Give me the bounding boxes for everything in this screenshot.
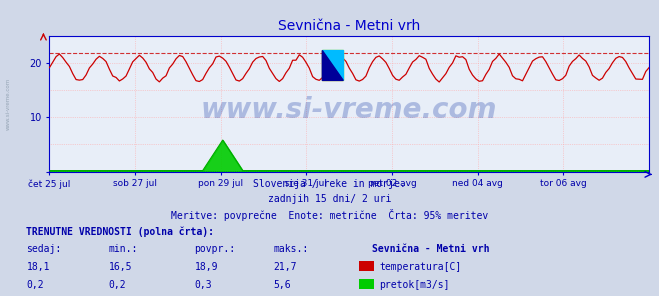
Text: www.si-vreme.com: www.si-vreme.com	[5, 78, 11, 130]
Title: Sevnična - Metni vrh: Sevnična - Metni vrh	[278, 19, 420, 33]
Text: www.si-vreme.com: www.si-vreme.com	[201, 96, 498, 124]
Polygon shape	[322, 51, 343, 81]
Text: 5,6: 5,6	[273, 280, 291, 290]
Text: maks.:: maks.:	[273, 244, 308, 254]
Text: 16,5: 16,5	[109, 262, 132, 272]
Text: 18,9: 18,9	[194, 262, 218, 272]
Text: 0,2: 0,2	[109, 280, 127, 290]
Text: zadnjih 15 dni/ 2 uri: zadnjih 15 dni/ 2 uri	[268, 194, 391, 204]
Text: 18,1: 18,1	[26, 262, 50, 272]
Text: temperatura[C]: temperatura[C]	[379, 262, 461, 272]
Text: 21,7: 21,7	[273, 262, 297, 272]
Text: 0,3: 0,3	[194, 280, 212, 290]
Text: Sevnična - Metni vrh: Sevnična - Metni vrh	[372, 244, 490, 254]
Polygon shape	[322, 51, 343, 81]
Bar	[322, 51, 343, 81]
Text: TRENUTNE VREDNOSTI (polna črta):: TRENUTNE VREDNOSTI (polna črta):	[26, 226, 214, 237]
Text: sedaj:: sedaj:	[26, 244, 61, 254]
Text: povpr.:: povpr.:	[194, 244, 235, 254]
Text: pretok[m3/s]: pretok[m3/s]	[379, 280, 449, 290]
Text: 0,2: 0,2	[26, 280, 44, 290]
Text: Meritve: povprečne  Enote: metrične  Črta: 95% meritev: Meritve: povprečne Enote: metrične Črta:…	[171, 209, 488, 221]
Text: Slovenija / reke in morje.: Slovenija / reke in morje.	[253, 179, 406, 189]
Text: min.:: min.:	[109, 244, 138, 254]
